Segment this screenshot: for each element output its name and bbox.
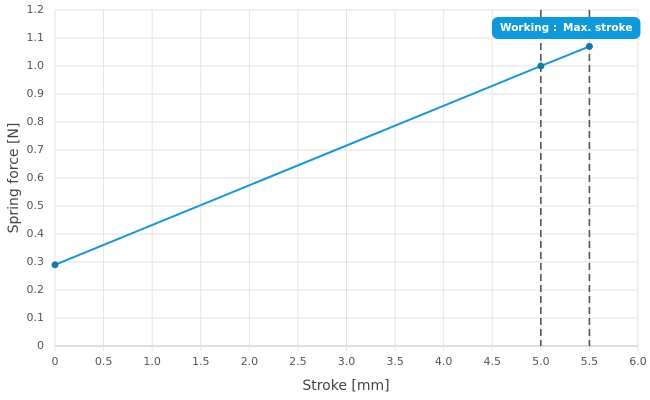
x-tick-label: 3.0 xyxy=(338,355,356,368)
point xyxy=(537,62,545,70)
point xyxy=(51,261,59,269)
x-tick-label: 5.0 xyxy=(532,355,550,368)
x-tick-label: 0 xyxy=(52,355,59,368)
y-tick-label: 0.4 xyxy=(27,227,45,240)
y-tick-label: 0.1 xyxy=(27,311,45,324)
y-tick-label: 1.2 xyxy=(27,3,45,16)
x-tick-label: 1.5 xyxy=(192,355,210,368)
y-tick-label: 1.1 xyxy=(27,31,45,44)
x-tick-label: 0.5 xyxy=(95,355,113,368)
annotation-box: Working : Max. stroke xyxy=(492,17,641,39)
y-tick-label: 0.8 xyxy=(27,115,45,128)
y-tick-label: 0.7 xyxy=(27,143,45,156)
y-tick-label: 0 xyxy=(37,339,44,352)
x-tick-label: 5.5 xyxy=(581,355,599,368)
line xyxy=(54,45,590,266)
y-tick-label: 0.3 xyxy=(27,255,45,268)
annotation-label: Working : xyxy=(500,22,557,34)
x-tick-label: 2.0 xyxy=(241,355,259,368)
x-tick-label: 4.0 xyxy=(435,355,453,368)
x-tick-label: 2.5 xyxy=(289,355,307,368)
x-tick-label: 4.5 xyxy=(484,355,502,368)
y-tick-label: 0.9 xyxy=(27,87,45,100)
y-tick-label: 0.6 xyxy=(27,171,45,184)
y-tick-label: 1.0 xyxy=(27,59,45,72)
x-tick-label: 3.5 xyxy=(386,355,404,368)
y-tick-label: 0.2 xyxy=(27,283,45,296)
x-axis-title: Stroke [mm] xyxy=(302,378,389,394)
y-axis-title: Spring force [N] xyxy=(6,123,22,234)
y-tick-label: 0.5 xyxy=(27,199,45,212)
x-tick-label: 6.0 xyxy=(629,355,647,368)
annotation-bg xyxy=(492,17,641,39)
x-tick-label: 1.0 xyxy=(143,355,161,368)
point xyxy=(585,42,593,50)
annotation-label: Max. stroke xyxy=(563,22,632,34)
